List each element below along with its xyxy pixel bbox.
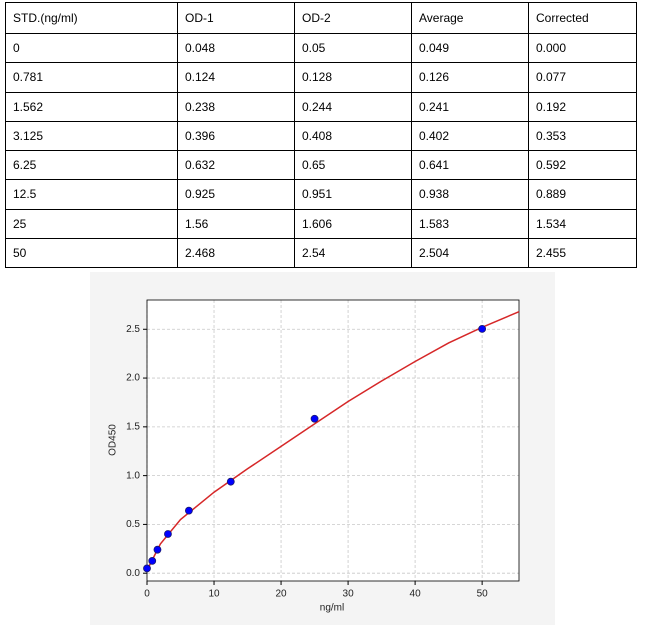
table-cell: 2.468 [177,237,295,269]
table-cell: 0.889 [528,179,637,210]
y-tick-label: 2.0 [126,373,140,384]
table-cell: 12.5 [5,179,178,210]
table-cell: 2.504 [411,237,529,269]
data-point [226,477,235,486]
table-row: 50 2.468 2.54 2.504 2.455 [5,237,637,269]
table-cell: 0.641 [411,149,529,181]
fit-curve [146,311,520,571]
table-cell: 0.402 [411,120,529,152]
y-tick-label: 0.0 [126,568,140,579]
plot-border [146,299,520,582]
table-cell: 0.396 [177,120,295,152]
table-cell: 0.632 [177,149,295,181]
table-cell: 2.455 [528,237,637,269]
table-cell: 0.048 [177,32,295,64]
table-cell: 0.126 [411,62,529,93]
header-row: STD.(ng/ml) OD-1 OD-2 Average Corrected [5,2,637,34]
y-tick-label: 1.5 [126,421,140,432]
table-cell: 1.534 [528,208,637,239]
table-cell: 0.592 [528,149,637,181]
plot-area [147,300,519,581]
table-cell: 0.241 [411,91,529,122]
table-row: 0 0.048 0.05 0.049 0.000 [5,32,637,64]
table-cell: Average [411,2,529,34]
data-point [310,414,319,423]
data-point [478,324,487,333]
y-tick-label: 2.5 [126,324,140,335]
table-row: 1.562 0.238 0.244 0.241 0.192 [5,91,637,122]
table-row: 25 1.56 1.606 1.583 1.534 [5,208,637,239]
x-tick-label: 10 [208,589,220,600]
table-cell: OD-1 [177,2,295,34]
table-cell: STD.(ng/ml) [5,2,178,34]
y-tick-label: 1.0 [126,470,140,481]
x-tick-label: 50 [477,589,489,600]
data-point [143,564,151,573]
table-cell: Corrected [528,2,637,34]
table-cell: 0.05 [294,32,412,64]
table-cell: 50 [5,237,178,269]
x-tick-label: 40 [410,589,422,600]
table-cell: 1.562 [5,91,178,122]
x-tick-label: 0 [144,589,150,600]
y-tick-label: 0.5 [126,519,140,530]
x-tick-label: 20 [275,589,287,600]
data-point [164,530,172,538]
table-cell: 1.583 [411,208,529,239]
table-cell: 0.244 [294,91,412,122]
data-point [184,506,193,515]
data-point [153,545,162,554]
x-axis-label: ng/ml [320,603,344,614]
data-point [148,557,157,565]
y-axis-label: OD450 [108,424,119,456]
data-table: STD.(ng/ml) OD-1 OD-2 Average Corrected 0 0.04… [5,2,637,269]
table-cell: 0.128 [294,62,412,93]
x-tick-label: 30 [343,589,355,600]
